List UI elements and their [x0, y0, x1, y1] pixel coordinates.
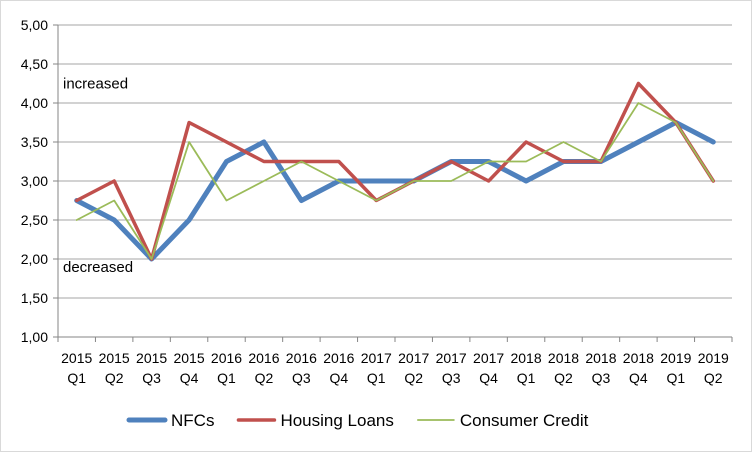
y-tick-label: 2,00 [21, 251, 48, 267]
x-tick-label-year: 2015 [136, 350, 167, 366]
legend-label: Consumer Credit [460, 411, 589, 430]
annotations: increased decreased [63, 76, 133, 276]
y-tick-label: 3,50 [21, 134, 48, 150]
x-tick-label-quarter: Q3 [592, 370, 611, 386]
x-tick-label-quarter: Q1 [367, 370, 386, 386]
series-line-consumer-credit [75, 102, 715, 260]
y-tick-label: 3,00 [21, 173, 48, 189]
x-tick-label-year: 2016 [211, 350, 242, 366]
x-tick-label-year: 2018 [510, 350, 541, 366]
legend-label: NFCs [171, 411, 214, 430]
x-tick-label-quarter: Q3 [142, 370, 161, 386]
x-tick-label-year: 2017 [398, 350, 429, 366]
y-tick-label: 5,00 [21, 17, 48, 33]
x-tick-label-year: 2016 [323, 350, 354, 366]
y-tick-label: 1,00 [21, 329, 48, 345]
x-tick-label-year: 2019 [660, 350, 691, 366]
x-tick-label-year: 2019 [698, 350, 729, 366]
series-lines [74, 81, 716, 262]
x-tick-label-year: 2015 [173, 350, 204, 366]
x-tick-label-quarter: Q4 [329, 370, 348, 386]
annotation-increased: increased [63, 76, 128, 93]
axes [53, 24, 733, 342]
legend-label: Housing Loans [280, 411, 393, 430]
x-tick-label-quarter: Q1 [517, 370, 536, 386]
x-tick-label-quarter: Q2 [704, 370, 723, 386]
y-tick-labels: 1,00 1,50 2,00 2,50 3,00 3,50 4,00 4,50 5,00 [21, 17, 48, 345]
y-tick-label: 4,50 [21, 56, 48, 72]
x-tick-label-quarter: Q4 [479, 370, 498, 386]
x-tick-label-year: 2017 [473, 350, 504, 366]
y-tick-label: 4,00 [21, 95, 48, 111]
x-tick-label-year: 2018 [548, 350, 579, 366]
x-tick-label-quarter: Q1 [217, 370, 236, 386]
x-tick-label-year: 2018 [623, 350, 654, 366]
x-tick-label-quarter: Q4 [629, 370, 648, 386]
x-tick-label-quarter: Q3 [292, 370, 311, 386]
x-tick-label-quarter: Q1 [67, 370, 86, 386]
x-tick-label-year: 2015 [99, 350, 130, 366]
x-tick-label-quarter: Q1 [666, 370, 685, 386]
x-tick-label-quarter: Q2 [105, 370, 124, 386]
annotation-decreased: decreased [63, 259, 133, 276]
x-tick-label-quarter: Q3 [442, 370, 461, 386]
legend: NFCs Housing Loans Consumer Credit [126, 411, 589, 430]
x-tick-label-year: 2016 [286, 350, 317, 366]
x-tick-label-year: 2017 [436, 350, 467, 366]
x-tick-label-year: 2015 [61, 350, 92, 366]
series-line-housing-loans [74, 81, 716, 261]
y-tick-label: 2,50 [21, 212, 48, 228]
x-tick-label-quarter: Q2 [255, 370, 274, 386]
x-tick-label-year: 2016 [248, 350, 279, 366]
y-tick-label: 1,50 [21, 290, 48, 306]
series-line-nfcs [74, 120, 716, 262]
x-tick-label-year: 2018 [585, 350, 616, 366]
x-tick-labels: 2015 Q1 2015 Q2 2015 Q3 2015 Q4 2016 Q1 2016 Q2 2016… [61, 350, 729, 386]
x-tick-label-quarter: Q2 [404, 370, 423, 386]
x-tick-label-quarter: Q4 [180, 370, 199, 386]
x-tick-label-year: 2017 [361, 350, 392, 366]
x-tick-label-quarter: Q2 [554, 370, 573, 386]
